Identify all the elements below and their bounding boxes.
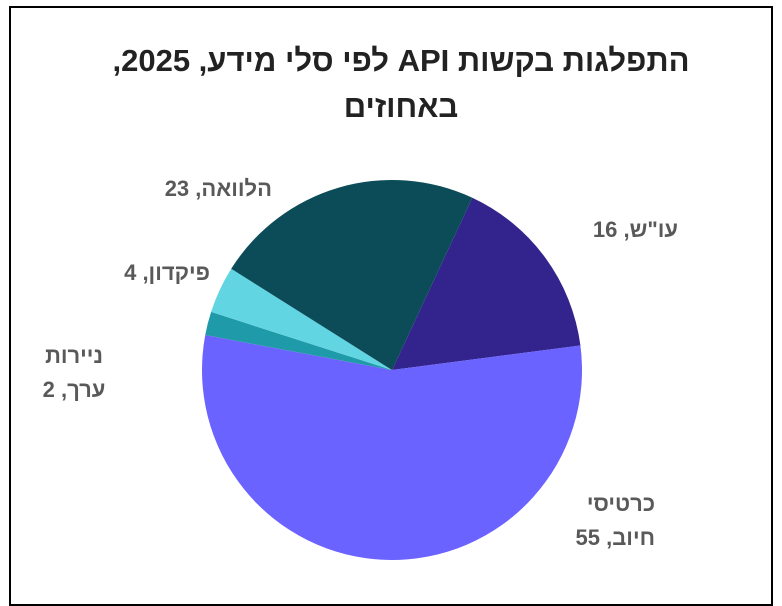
- slice-checking: [392, 197, 581, 370]
- chart-title: התפלגות בקשות API לפי סלי מידע, 2025, בא…: [112, 43, 690, 124]
- slice-debit-cards: [202, 335, 583, 560]
- slice-label-deposit: פיקדון, 4: [124, 260, 210, 285]
- slice-label-securities: ניירות ערך, 2: [42, 343, 106, 402]
- slice-loan: [231, 179, 473, 370]
- slice-deposit: [211, 268, 392, 370]
- slice-label-checking: עו"ש, 16: [592, 217, 678, 242]
- slice-label-loan: הלוואה, 23: [164, 176, 272, 201]
- pie-chart: [202, 179, 583, 560]
- slice-label-debit-cards: כרטיסי חיוב, 55: [575, 491, 655, 550]
- slice-securities: [205, 311, 392, 370]
